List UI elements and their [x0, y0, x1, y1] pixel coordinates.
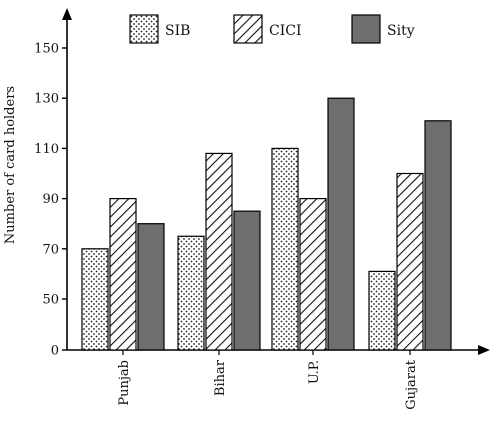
y-tick-label: 150	[34, 42, 59, 57]
y-tick-label: 90	[42, 192, 59, 207]
legend-swatch-sib	[129, 14, 159, 44]
bar-sity-bihar	[233, 210, 261, 351]
tick-labels: 0 50 70 90 110 130 150 Punjab Bihar U.P. Gujarat	[34, 42, 419, 410]
y-tick-label: 130	[34, 92, 59, 107]
bar-sib-punjab	[81, 248, 109, 351]
bar-cici-up	[299, 198, 327, 351]
y-tick-label: 50	[42, 293, 59, 308]
legend-label-sity: Sity	[387, 23, 415, 39]
x-tick-label: Punjab	[117, 360, 132, 406]
bar-cici-punjab	[109, 198, 137, 351]
bar-sity-punjab	[137, 223, 165, 351]
legend-label-cici: CICI	[269, 23, 301, 39]
legend-swatch-cici	[233, 14, 263, 44]
legend-swatch-sity	[351, 14, 381, 44]
legend-label-sib: SIB	[165, 23, 190, 39]
bar-sib-gujarat	[368, 270, 396, 351]
y-tick-label: 0	[51, 344, 59, 359]
y-tick-label: 110	[34, 142, 59, 157]
x-tick-label: Bihar	[213, 359, 228, 396]
x-axis-arrow	[478, 345, 490, 355]
bar-cici-gujarat	[396, 172, 424, 351]
y-axis-arrow	[62, 8, 72, 20]
bars	[81, 97, 452, 351]
legend: SIB CICI Sity	[129, 14, 415, 44]
bar-cici-bihar	[205, 152, 233, 351]
bar-sib-up	[271, 147, 299, 351]
bar-sity-gujarat	[424, 120, 452, 351]
y-axis-title: Number of card holders	[3, 86, 18, 244]
y-tick-label: 70	[42, 242, 59, 257]
x-tick-label: Gujarat	[404, 359, 419, 410]
bar-sity-up	[327, 97, 355, 351]
bar-sib-bihar	[177, 235, 205, 351]
x-tick-label: U.P.	[307, 360, 322, 384]
